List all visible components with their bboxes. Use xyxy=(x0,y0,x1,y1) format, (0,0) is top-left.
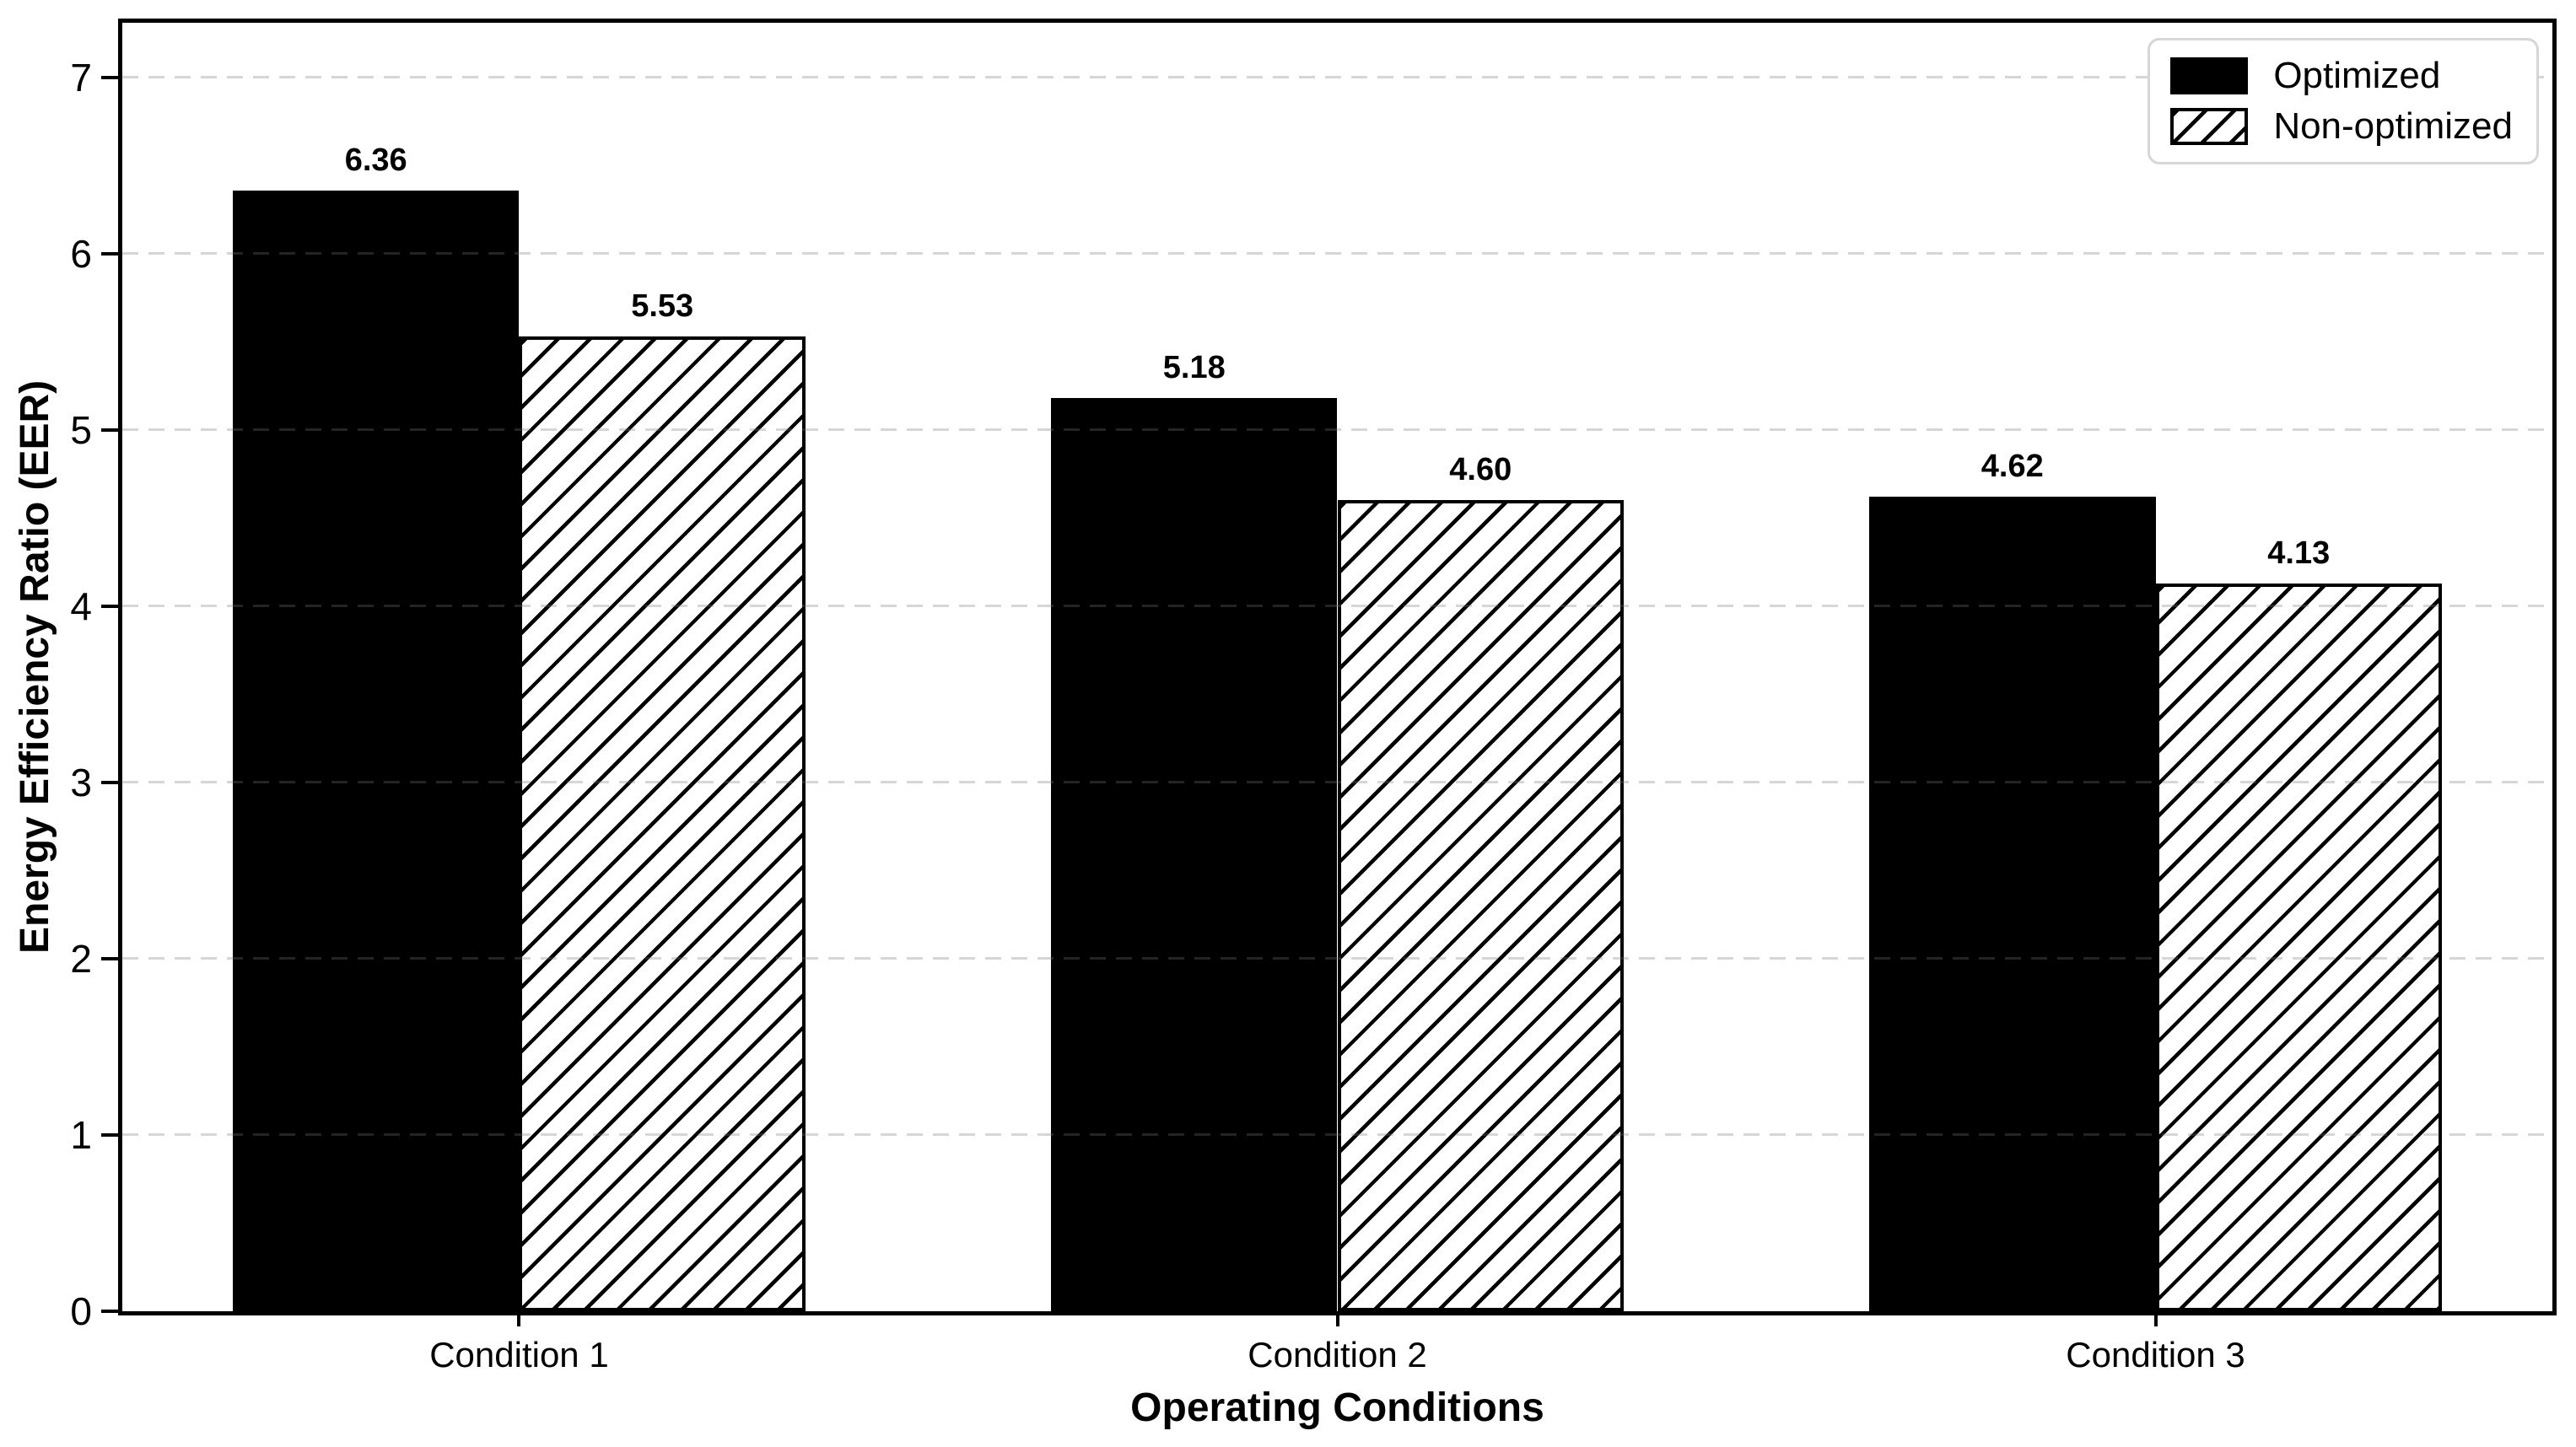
y-tick-label: 4 xyxy=(70,584,92,628)
legend-swatch-hatched-icon xyxy=(2170,108,2249,145)
legend-item-optimized: Optimized xyxy=(2170,57,2513,94)
bar-non-optimized-condition-1 xyxy=(519,336,806,1311)
x-tick xyxy=(517,1311,521,1326)
bar-value-label: 4.13 xyxy=(2267,535,2331,571)
y-tick-label: 7 xyxy=(70,55,92,100)
x-tick xyxy=(2153,1311,2158,1326)
y-tick xyxy=(101,956,118,960)
legend-label-optimized: Optimized xyxy=(2273,55,2441,96)
x-tick-label: Condition 3 xyxy=(2066,1335,2245,1374)
plot-area: Optimized Non-optimized 0 1 2 3 4 5 6 7 Conditio… xyxy=(70,19,2557,1374)
x-tick-label: Condition 1 xyxy=(429,1335,609,1374)
y-tick-label: 1 xyxy=(70,1112,92,1157)
bar-optimized-condition-1 xyxy=(232,190,520,1311)
y-tick xyxy=(101,1132,118,1137)
y-tick-label: 5 xyxy=(70,407,92,452)
y-tick xyxy=(101,251,118,256)
legend-label-non-optimized: Non-optimized xyxy=(2273,105,2513,147)
y-tick xyxy=(101,1310,118,1313)
bar-optimized-condition-3 xyxy=(1869,497,2156,1311)
y-tick xyxy=(101,428,118,432)
legend-swatch-solid-icon xyxy=(2170,57,2249,94)
x-tick xyxy=(1335,1311,1339,1326)
legend-item-non-optimized: Non-optimized xyxy=(2170,108,2513,145)
y-tick-label: 3 xyxy=(70,760,92,804)
bar-optimized-condition-2 xyxy=(1050,398,1338,1311)
y-tick-label: 2 xyxy=(70,936,92,981)
y-tick-label: 6 xyxy=(70,231,92,276)
y-tick xyxy=(101,780,118,784)
y-tick-label: 0 xyxy=(70,1289,92,1333)
legend: Optimized Non-optimized xyxy=(2148,38,2539,164)
bar-value-label: 5.18 xyxy=(1162,350,1226,386)
x-axis-title: Operating Conditions xyxy=(1130,1385,1544,1430)
y-axis-title: Energy Efficiency Ratio (EER) xyxy=(13,379,57,955)
bar-non-optimized-condition-2 xyxy=(1337,500,1624,1311)
bar-value-label: 6.36 xyxy=(344,142,407,178)
y-tick xyxy=(101,75,118,79)
bar-value-label: 4.60 xyxy=(1449,452,1512,488)
y-tick xyxy=(101,604,118,608)
bar-value-label: 5.53 xyxy=(631,288,694,325)
bar-value-label: 4.62 xyxy=(1981,449,2044,485)
bar-non-optimized-condition-3 xyxy=(2155,583,2443,1311)
x-tick-label: Condition 2 xyxy=(1248,1335,1427,1374)
